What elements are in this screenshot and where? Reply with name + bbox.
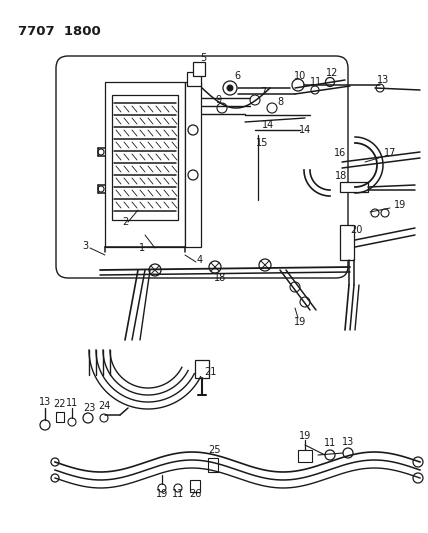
Text: 5: 5	[200, 53, 206, 63]
Text: 12: 12	[326, 68, 338, 78]
Bar	[193, 62, 205, 76]
Text: 15: 15	[256, 138, 268, 148]
Text: 11: 11	[66, 398, 78, 408]
Text: 19: 19	[394, 200, 406, 210]
Bar	[56, 412, 64, 422]
Bar	[340, 182, 368, 192]
FancyBboxPatch shape	[56, 56, 348, 278]
Text: 10: 10	[294, 71, 306, 81]
Bar	[185, 82, 201, 247]
Circle shape	[227, 85, 233, 91]
Text: 25: 25	[209, 445, 221, 455]
Text: 18: 18	[214, 273, 226, 283]
Text: 23: 23	[83, 403, 95, 413]
Text: 11: 11	[172, 489, 184, 499]
Text: 20: 20	[350, 225, 362, 235]
Bar	[112, 95, 178, 220]
Text: 22: 22	[54, 399, 66, 409]
Text: 19: 19	[299, 431, 311, 441]
Text: 3: 3	[82, 241, 88, 251]
Text: 14: 14	[262, 120, 274, 130]
Text: 2: 2	[122, 217, 128, 227]
Text: 4: 4	[197, 255, 203, 265]
Text: 17: 17	[384, 148, 396, 158]
Text: 13: 13	[377, 75, 389, 85]
Bar	[208, 458, 218, 472]
Bar	[195, 360, 209, 378]
Text: 13: 13	[342, 437, 354, 447]
Text: 18: 18	[335, 171, 347, 181]
Text: 7707  1800: 7707 1800	[18, 25, 101, 38]
Text: 16: 16	[334, 148, 346, 158]
Text: 14: 14	[299, 125, 311, 135]
Text: 6: 6	[234, 71, 240, 81]
Text: 19: 19	[294, 317, 306, 327]
Text: 8: 8	[277, 97, 283, 107]
Bar	[187, 72, 201, 86]
Text: 13: 13	[39, 397, 51, 407]
Text: 9: 9	[215, 95, 221, 105]
Text: 19: 19	[156, 489, 168, 499]
Bar	[340, 225, 354, 260]
Bar	[105, 82, 185, 247]
Text: 1: 1	[139, 243, 145, 253]
Text: 11: 11	[324, 438, 336, 448]
Text: 26: 26	[189, 489, 201, 499]
Text: 24: 24	[98, 401, 110, 411]
Text: 7: 7	[260, 87, 266, 97]
Text: 11: 11	[310, 77, 322, 87]
Text: 21: 21	[204, 367, 216, 377]
Bar	[190, 480, 200, 492]
Bar	[298, 450, 312, 462]
